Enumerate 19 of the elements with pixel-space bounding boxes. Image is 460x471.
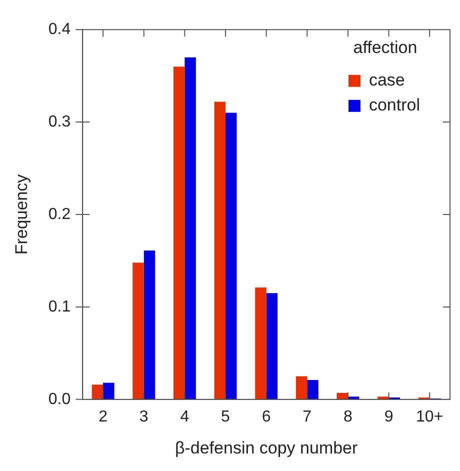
y-tick-label: 0.4 — [48, 21, 71, 38]
x-tick-label: 6 — [262, 408, 271, 426]
legend-label: control — [368, 96, 420, 115]
x-tick-label: 4 — [180, 408, 190, 426]
legend-label: case — [368, 70, 405, 90]
y-tick-label: 0.2 — [48, 206, 71, 223]
x-tick-label: 3 — [139, 408, 148, 426]
legend-title: affection — [353, 38, 418, 58]
x-tick-label: 9 — [384, 408, 394, 426]
x-tick-label: 2 — [98, 408, 108, 426]
x-tick-label: 10+ — [416, 408, 444, 426]
x-tick-label: 5 — [221, 408, 230, 426]
x-tick-label: 8 — [344, 408, 353, 426]
y-axis-title: Frequency — [12, 174, 31, 255]
y-tick-label: 0.3 — [48, 113, 71, 130]
x-tick-label: 7 — [302, 408, 312, 426]
y-tick-label: 0.0 — [48, 390, 71, 408]
x-axis-title: β-defensin copy number — [174, 438, 358, 458]
y-tick-label: 0.1 — [48, 298, 71, 316]
